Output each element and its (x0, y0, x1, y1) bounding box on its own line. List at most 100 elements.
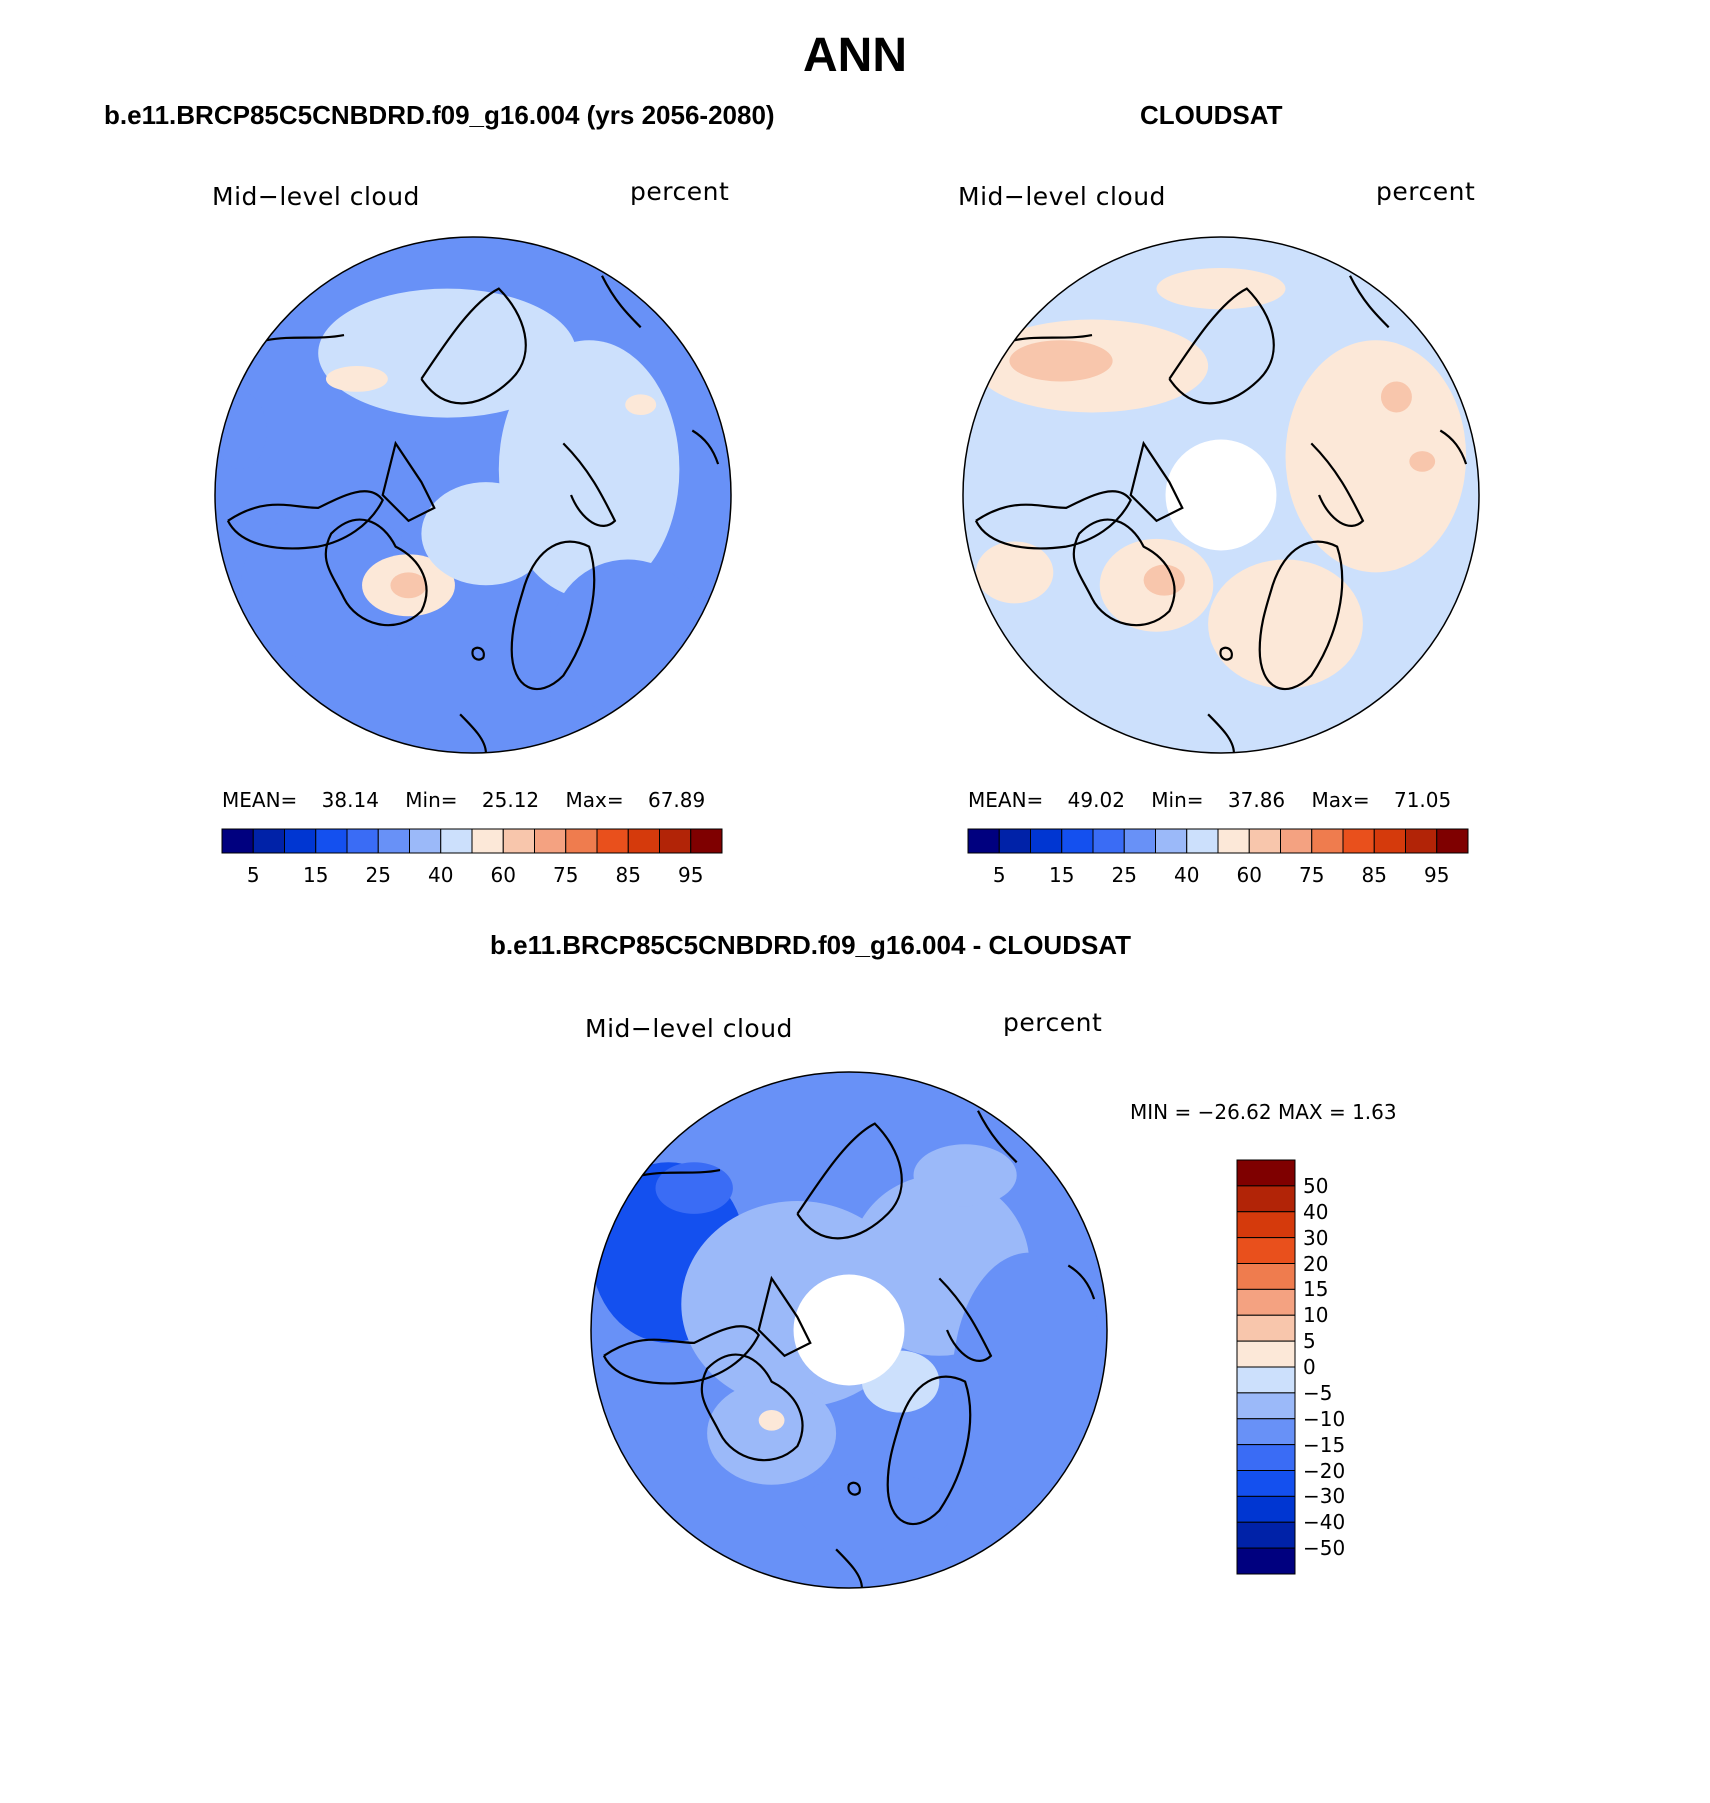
coastline (974, 490, 1132, 550)
colorbar-tick-label: 60 (490, 863, 516, 887)
colorbar-tick-label: 5 (246, 863, 260, 887)
coastline (510, 540, 596, 691)
coastline (938, 1277, 993, 1362)
coastline (1207, 713, 1235, 753)
field-region (707, 1381, 837, 1485)
colorbar-box (315, 828, 348, 854)
colorbar-tick-label: 30 (1303, 1225, 1329, 1250)
colorbar-box (967, 828, 1000, 854)
panel1-max-label: Max= (565, 788, 624, 812)
colorbar-box (377, 828, 410, 854)
colorbar-box (565, 828, 598, 854)
map-border (962, 236, 1480, 754)
colorbar-tick-label: 5 (1303, 1329, 1316, 1354)
colorbar-tick-label: 25 (1111, 863, 1137, 887)
panel2-max-value: 71.05 (1393, 788, 1452, 812)
colorbar-tick-label: −30 (1303, 1484, 1346, 1509)
coastline (700, 1353, 804, 1462)
coastline (977, 1110, 1018, 1164)
panel3-right-label: percent (1003, 1008, 1103, 1037)
colorbar-box (1092, 828, 1125, 854)
colorbar-tick-label: −10 (1303, 1406, 1346, 1431)
coastlines (226, 275, 720, 753)
panel1-mean-label: MEAN= (222, 788, 298, 812)
colorbar-panel-2 (967, 828, 1469, 854)
figure-title: ANN (803, 29, 907, 82)
colorbar-box (1373, 828, 1406, 854)
map-border (214, 236, 732, 754)
colorbar-box (690, 828, 723, 854)
field-region (1208, 559, 1363, 689)
coastline (642, 1168, 721, 1177)
panel2-stats: MEAN= 49.02 Min= 37.86 Max= 71.05 (968, 788, 1451, 812)
field-region (1156, 267, 1286, 310)
colorbar-tick-label: 25 (365, 863, 391, 887)
colorbar-box (1236, 1159, 1296, 1187)
colorbar-box (1236, 1185, 1296, 1213)
colorbar-box (502, 828, 535, 854)
field-panel-1 (215, 237, 731, 753)
panel1-right-label: percent (630, 177, 730, 206)
colorbar-box (1061, 828, 1094, 854)
colorbar-box (1186, 828, 1219, 854)
coastline (691, 429, 720, 465)
colorbar-tick-label: 15 (1303, 1277, 1329, 1302)
coastline (1219, 646, 1233, 661)
colorbar-box (1236, 1340, 1296, 1368)
colorbar-tick-label: 40 (1174, 863, 1200, 887)
colorbar-box (1236, 1288, 1296, 1316)
map-panel-2 (962, 236, 1480, 754)
colorbar-tick-label: 40 (1303, 1199, 1329, 1224)
colorbar-tick-label: −40 (1303, 1510, 1346, 1535)
coastline (886, 1375, 972, 1526)
field-region (913, 1144, 1017, 1207)
colorbar-tick-label: 10 (1303, 1303, 1329, 1328)
colorbar-box (1436, 828, 1469, 854)
map-panel-3 (590, 1071, 1108, 1589)
field-panel-3 (591, 1072, 1107, 1588)
colorbar-tick-label: 40 (428, 863, 454, 887)
colorbar-box (252, 828, 285, 854)
colorbar-box (1236, 1237, 1296, 1264)
coastline (796, 1122, 903, 1240)
colorbar-tick-label: 60 (1236, 863, 1262, 887)
coastline (601, 275, 642, 329)
colorbar-tick-label: 85 (615, 863, 641, 887)
field-region (325, 366, 388, 392)
colorbar-tick-label: 95 (1424, 863, 1450, 887)
colorbar-tick-label: 15 (1049, 863, 1075, 887)
coastline (835, 1548, 863, 1588)
field-panel-2 (963, 237, 1479, 753)
field-region (975, 541, 1054, 604)
field-region (550, 559, 706, 715)
field-region (1285, 340, 1467, 573)
panel2-mean-value: 49.02 (1067, 788, 1125, 812)
coastline (324, 518, 428, 627)
colorbar-box (1236, 1470, 1296, 1497)
panel2-mean-label: MEAN= (968, 788, 1044, 812)
panel3-stats: MIN = −26.62 MAX = 1.63 (1130, 1100, 1397, 1124)
colorbar-box (221, 828, 254, 854)
colorbar-tick-label: −15 (1303, 1432, 1346, 1457)
coastline (471, 646, 485, 661)
coastline (562, 442, 617, 527)
coastlines (602, 1110, 1096, 1588)
colorbar-box (534, 828, 567, 854)
coastline (757, 1275, 812, 1358)
panel2-min-label: Min= (1151, 788, 1204, 812)
colorbar-box (1123, 828, 1156, 854)
coastline (1014, 333, 1093, 342)
panel3-title: b.e11.BRCP85C5CNBDRD.f09_g16.004 - CLOUD… (490, 930, 1132, 960)
panel3-left-label: Mid−level cloud (585, 1014, 793, 1043)
colorbar-box (1030, 828, 1063, 854)
coastline (1310, 442, 1365, 527)
colorbar-box (1236, 1314, 1296, 1342)
field-region (421, 482, 551, 586)
panel2-title: CLOUDSAT (1140, 100, 1283, 130)
colorbar-box (659, 828, 692, 854)
coastline (266, 333, 345, 342)
colorbar-tick-label: −50 (1303, 1536, 1346, 1561)
colorbar-box (1342, 828, 1375, 854)
colorbar-tick-label: −20 (1303, 1458, 1346, 1483)
colorbar-box (1236, 1366, 1296, 1394)
